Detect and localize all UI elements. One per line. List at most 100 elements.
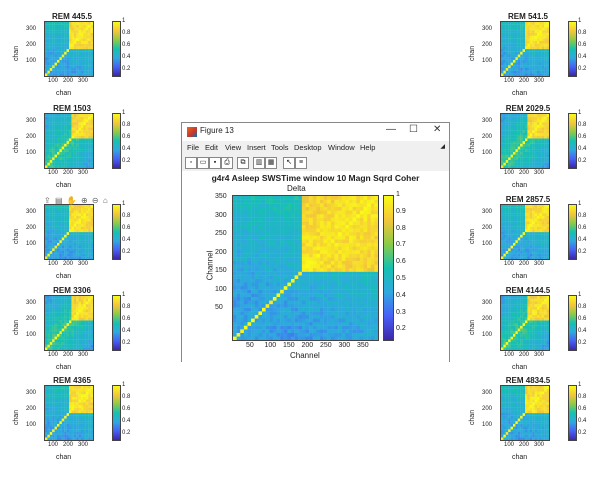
heatmap-cell	[269, 304, 274, 308]
heatmap-cell	[525, 434, 528, 438]
coherence-heatmap[interactable]	[44, 21, 94, 77]
heatmap-cell	[522, 27, 526, 31]
colorbar[interactable]	[568, 295, 577, 351]
heatmap-cell	[537, 399, 540, 403]
colorbar[interactable]	[112, 113, 121, 169]
menu-help[interactable]: Help	[360, 143, 376, 152]
new-icon[interactable]: ▫	[185, 157, 197, 169]
heatmap-cell	[83, 431, 86, 435]
heatmap-cell	[64, 402, 67, 406]
coherence-heatmap[interactable]	[44, 204, 94, 260]
left-figure[interactable]: REM 3306 chan chan 300 200 100 100 200 300 1 0.8 0.…	[12, 286, 132, 376]
heatmap-cell	[546, 431, 549, 435]
maximize-icon[interactable]: ☐	[409, 124, 418, 135]
colorbar[interactable]	[568, 113, 577, 169]
menu-view[interactable]: View	[225, 143, 242, 152]
heatmap-cell	[544, 114, 547, 117]
heatmap-cell	[537, 234, 540, 238]
heatmap-cell	[501, 386, 504, 389]
left-figure[interactable]: REM 1503 chan chan 300 200 100 100 200 300 1 0.8 0.…	[12, 104, 132, 194]
heatmap-cell	[501, 388, 504, 392]
zoom-in-icon[interactable]: ⊕	[80, 196, 89, 205]
heatmap-cell	[525, 43, 528, 47]
zoom-out-icon[interactable]: ⊖	[91, 196, 100, 205]
coherence-heatmap[interactable]	[500, 21, 550, 77]
axes-toolbox[interactable]: ⇪ ▤ ✋ ⊕ ⊖ ⌂	[44, 196, 109, 205]
colorbar[interactable]	[112, 295, 121, 351]
heatmap-cell	[544, 141, 547, 144]
heatmap-cell	[83, 429, 86, 433]
heatmap-cell	[532, 67, 535, 71]
menu-tools[interactable]: Tools	[271, 143, 289, 152]
heatmap-cell	[532, 301, 535, 305]
menu-window[interactable]: Window	[328, 143, 355, 152]
heatmap-cell	[305, 300, 310, 305]
dock-icon[interactable]: ▥	[253, 157, 265, 169]
link-icon[interactable]: ⧉	[237, 157, 249, 169]
coherence-heatmap[interactable]	[500, 204, 550, 260]
heatmap-cell	[66, 43, 70, 47]
heatmap-cell	[520, 24, 523, 28]
coherence-heatmap[interactable]	[44, 295, 94, 351]
menu-edit[interactable]: Edit	[205, 143, 218, 152]
heatmap-cell	[534, 207, 538, 211]
coherence-heatmap[interactable]	[500, 295, 550, 351]
figure-window[interactable]: Figure 13 — ☐ ✕ File Edit View Insert To…	[181, 122, 450, 362]
right-figure[interactable]: REM 4144.5 chan chan 300 200 100 100 200 300 1 0.8…	[468, 286, 588, 376]
menu-insert[interactable]: Insert	[247, 143, 266, 152]
heatmap-cell	[544, 232, 547, 235]
heatmap-cell	[61, 407, 65, 411]
colorbar[interactable]	[112, 204, 121, 260]
heatmap-cell	[534, 421, 538, 424]
save-icon[interactable]: ▪	[209, 157, 221, 169]
menu-desktop[interactable]: Desktop	[294, 143, 322, 152]
heatmap-cell	[61, 67, 65, 71]
colorbar[interactable]	[568, 204, 577, 260]
window-title-bar[interactable]: Figure 13 — ☐ ✕	[182, 123, 449, 141]
export-icon[interactable]: ⇪	[44, 196, 52, 205]
heatmap-cell	[539, 130, 542, 134]
coherence-heatmap[interactable]	[500, 385, 550, 441]
heatmap-cell	[251, 318, 255, 323]
colorbar[interactable]	[568, 21, 577, 77]
coherence-heatmap[interactable]	[232, 195, 379, 341]
home-icon[interactable]: ⌂	[102, 196, 109, 205]
right-figure[interactable]: REM 2029.5 chan chan 300 200 100 100 200 300 1 0.8…	[468, 104, 588, 194]
heatmap-cell	[90, 54, 93, 58]
layout-icon[interactable]: ▦	[265, 157, 277, 169]
menu-overflow-icon[interactable]: ◢	[440, 144, 445, 150]
right-figure[interactable]: REM 4834.5 chan chan 300 200 100 100 200 300 1 0.8…	[468, 376, 588, 466]
left-figure[interactable]: REM 445.5 chan chan 300 200 100 100 200 300 1 0.8 0…	[12, 12, 132, 102]
colorbar[interactable]	[568, 385, 577, 441]
right-figure[interactable]: REM 2857.5 chan chan 300 200 100 100 200 300 1 0.8…	[468, 195, 588, 285]
heatmap-cell	[522, 151, 526, 155]
menu-file[interactable]: File	[187, 143, 200, 152]
heatmap-cell	[59, 309, 62, 313]
heatmap-cell	[501, 296, 504, 299]
colorbar[interactable]	[112, 21, 121, 77]
minimize-icon[interactable]: —	[386, 124, 396, 135]
colorbar[interactable]	[112, 385, 121, 441]
heatmap-cell	[45, 328, 48, 332]
brush-icon[interactable]: ▤	[54, 196, 64, 205]
coherence-heatmap[interactable]	[44, 113, 94, 169]
heatmap-cell	[83, 151, 86, 155]
heatmap-cell	[513, 54, 516, 58]
right-figure[interactable]: REM 541.5 chan chan 300 200 100 100 200 300 1 0.8 0…	[468, 12, 588, 102]
close-icon[interactable]: ✕	[433, 124, 442, 135]
heatmap-cell	[529, 205, 533, 208]
left-figure[interactable]: REM 4365 chan chan 300 200 100 100 200 300 1 0.8 0.…	[12, 376, 132, 466]
coherence-heatmap[interactable]	[500, 113, 550, 169]
pointer-icon[interactable]: ↖	[283, 157, 295, 169]
open-icon[interactable]: ▭	[197, 157, 209, 169]
heatmap-cell	[85, 146, 89, 150]
left-figure[interactable]: chan chan 300 200 100 100 200 300 1 0.8 0.6 0.4 0.2	[12, 195, 132, 285]
pan-icon[interactable]: ✋	[66, 196, 78, 205]
property-icon[interactable]: ≡	[295, 157, 307, 169]
heatmap-cell	[81, 35, 84, 39]
coherence-heatmap[interactable]	[44, 385, 94, 441]
heatmap-cell	[532, 24, 535, 28]
print-icon[interactable]: ⎙	[221, 157, 233, 169]
heatmap-cell	[505, 309, 509, 313]
heatmap-cell	[544, 301, 547, 305]
